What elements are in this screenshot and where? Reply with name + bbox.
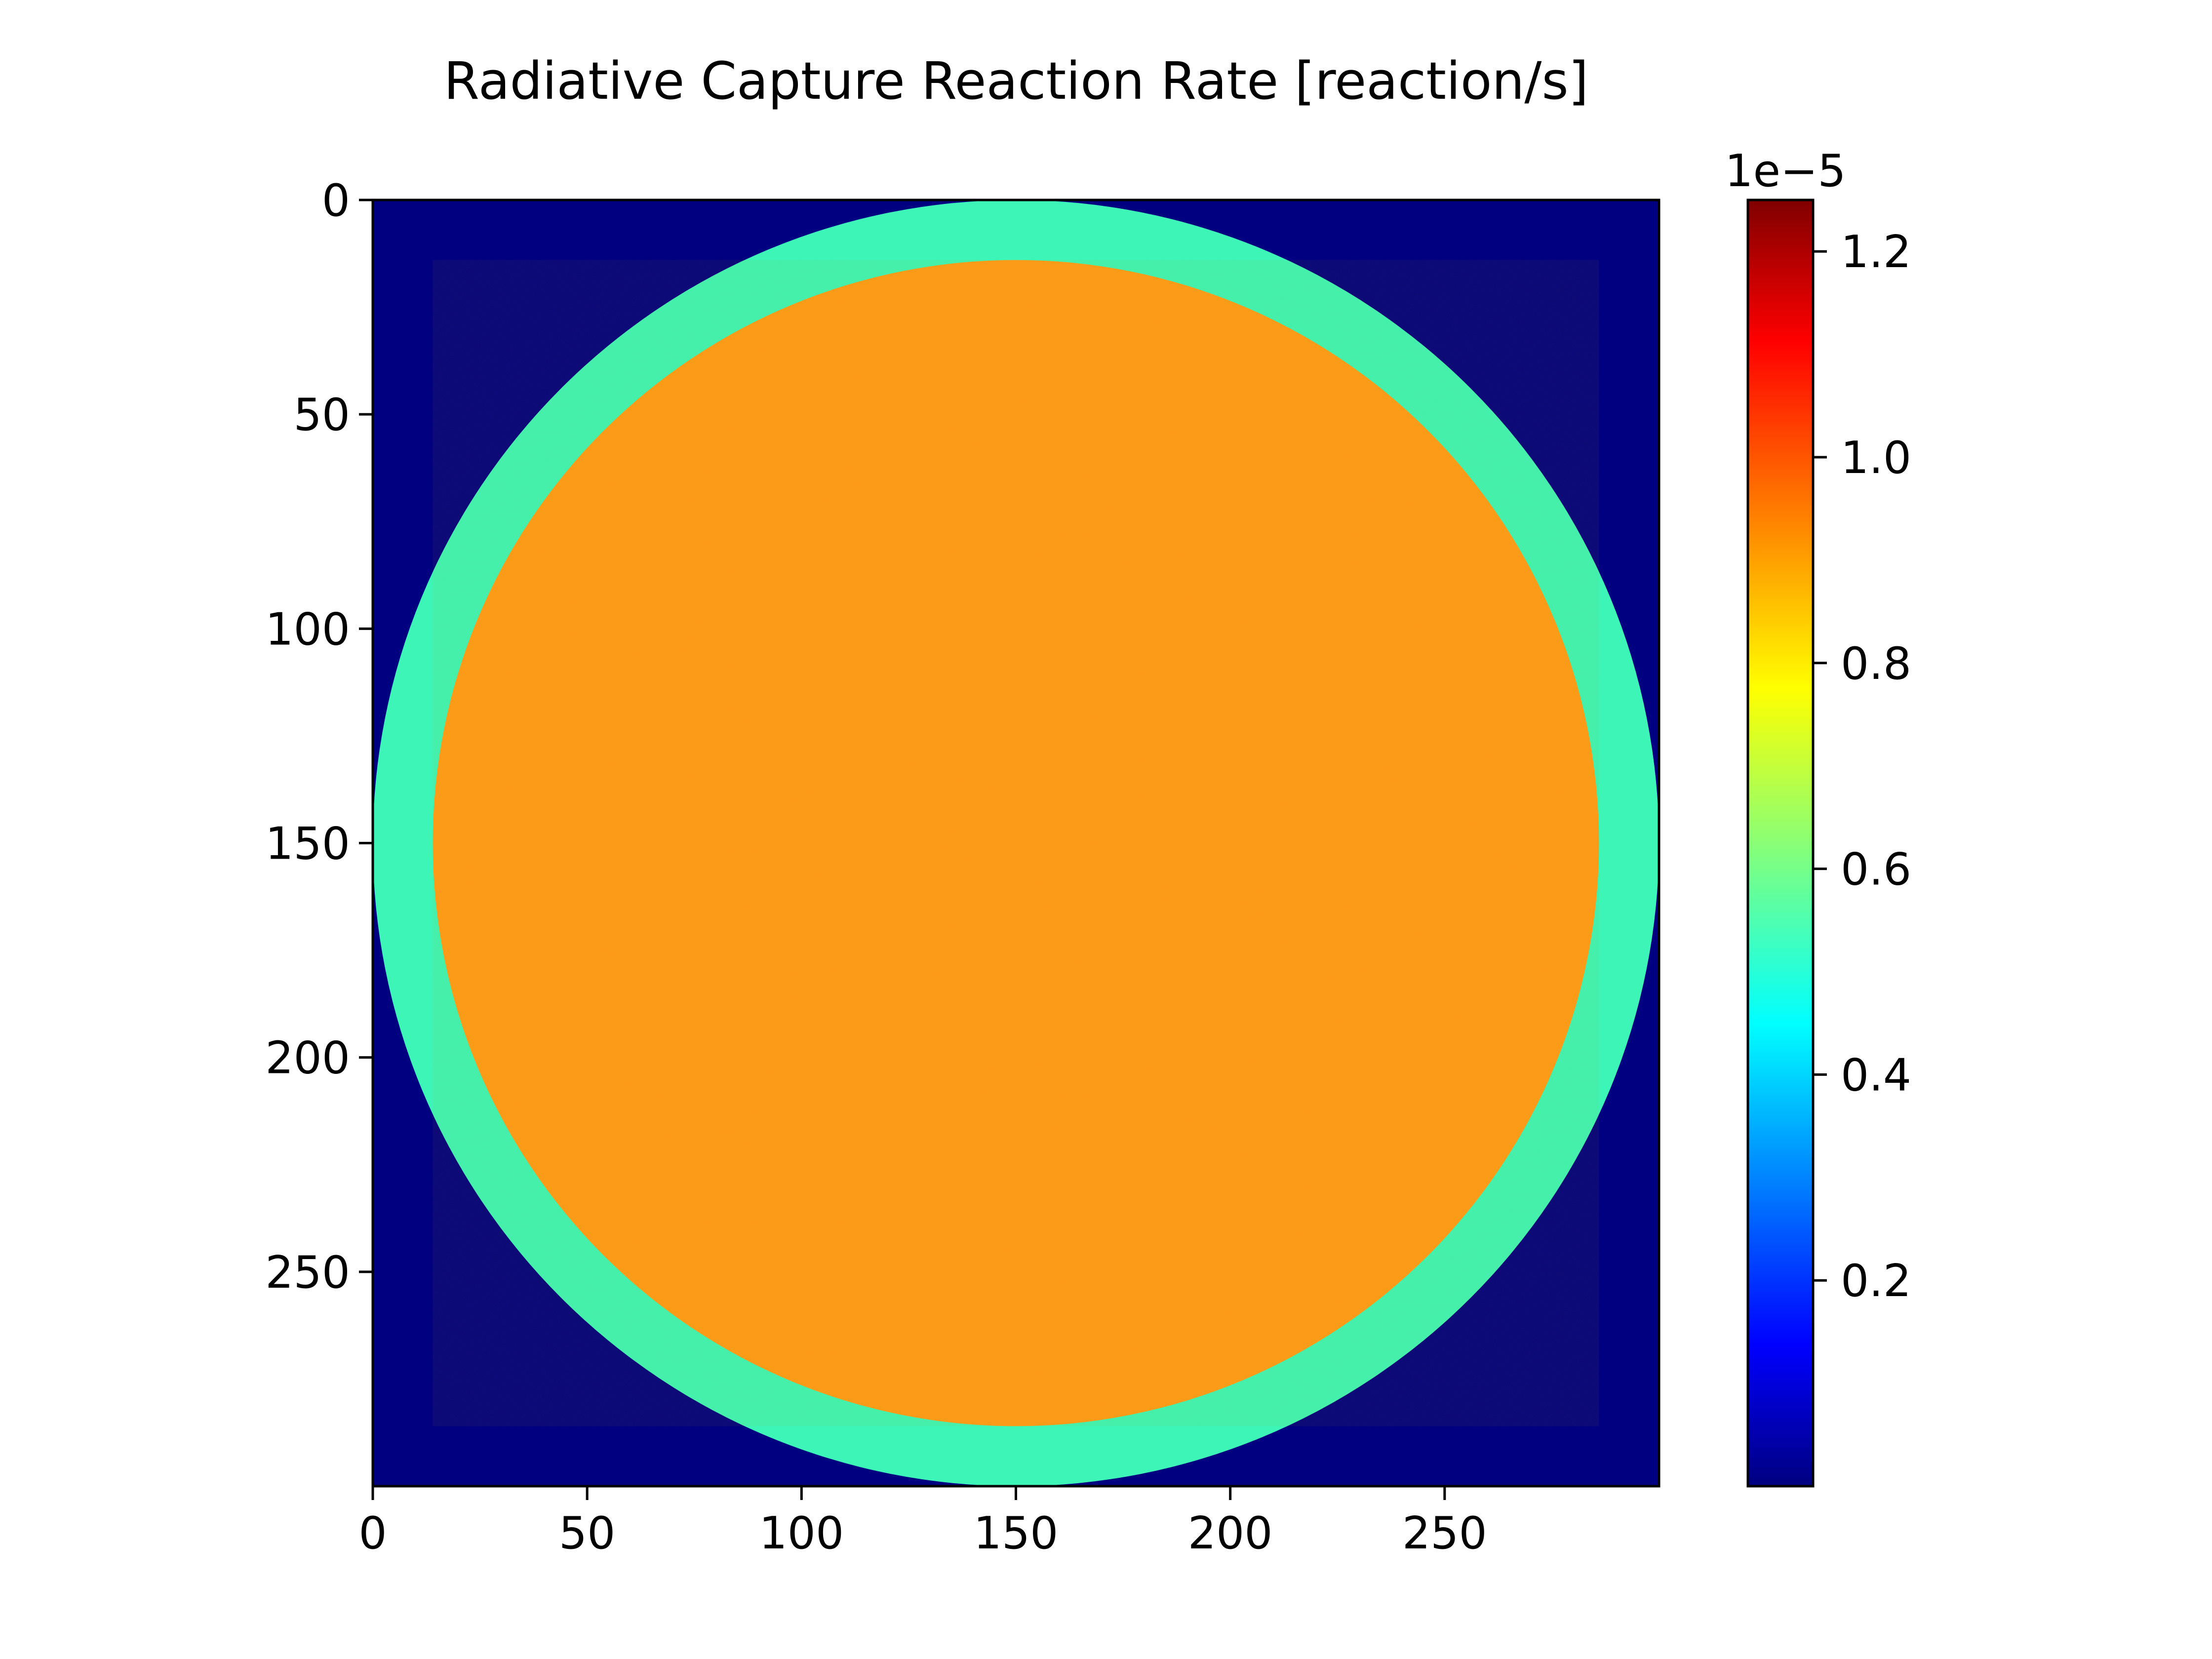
colorbar-gradient xyxy=(1748,200,1813,1486)
y-tick-label: 100 xyxy=(265,603,350,655)
y-tick-label: 250 xyxy=(265,1247,350,1299)
colorbar-ticks: 0.2 0.4 0.6 0.8 1.0 1.2 xyxy=(1813,226,1911,1307)
colorbar-tick-label: 1.2 xyxy=(1841,226,1911,278)
colorbar-frame xyxy=(1746,198,1815,1488)
x-tick-label: 100 xyxy=(759,1507,844,1559)
x-tick-label: 200 xyxy=(1188,1507,1273,1559)
colorbar: 1e−5 0.2 0.4 0.6 0.8 1.0 1.2 xyxy=(1725,145,1911,1488)
x-tick-label: 50 xyxy=(559,1507,616,1559)
x-tick-label: 150 xyxy=(974,1507,1059,1559)
colorbar-tick-label: 0.6 xyxy=(1841,844,1911,896)
y-tick-label: 200 xyxy=(265,1032,350,1084)
y-tick-label: 150 xyxy=(265,818,350,870)
x-tick-label: 250 xyxy=(1402,1507,1487,1559)
colorbar-tick-label: 1.0 xyxy=(1841,432,1911,484)
y-tick-label: 0 xyxy=(322,175,350,227)
x-axis: 0 50 100 150 200 250 xyxy=(358,1486,1487,1559)
heatmap-core-texture xyxy=(433,260,1599,1426)
x-tick-label: 0 xyxy=(358,1507,387,1559)
colorbar-exponent-label: 1e−5 xyxy=(1725,145,1846,197)
colorbar-tick-label: 0.2 xyxy=(1841,1255,1911,1307)
plot-area xyxy=(371,198,1660,1488)
colorbar-tick-label: 0.8 xyxy=(1841,638,1911,690)
colorbar-tick-label: 0.4 xyxy=(1841,1049,1911,1101)
y-axis: 0 50 100 150 200 250 xyxy=(265,175,373,1299)
chart-title: Radiative Capture Reaction Rate [reactio… xyxy=(444,51,1588,111)
y-tick-label: 50 xyxy=(293,389,350,441)
